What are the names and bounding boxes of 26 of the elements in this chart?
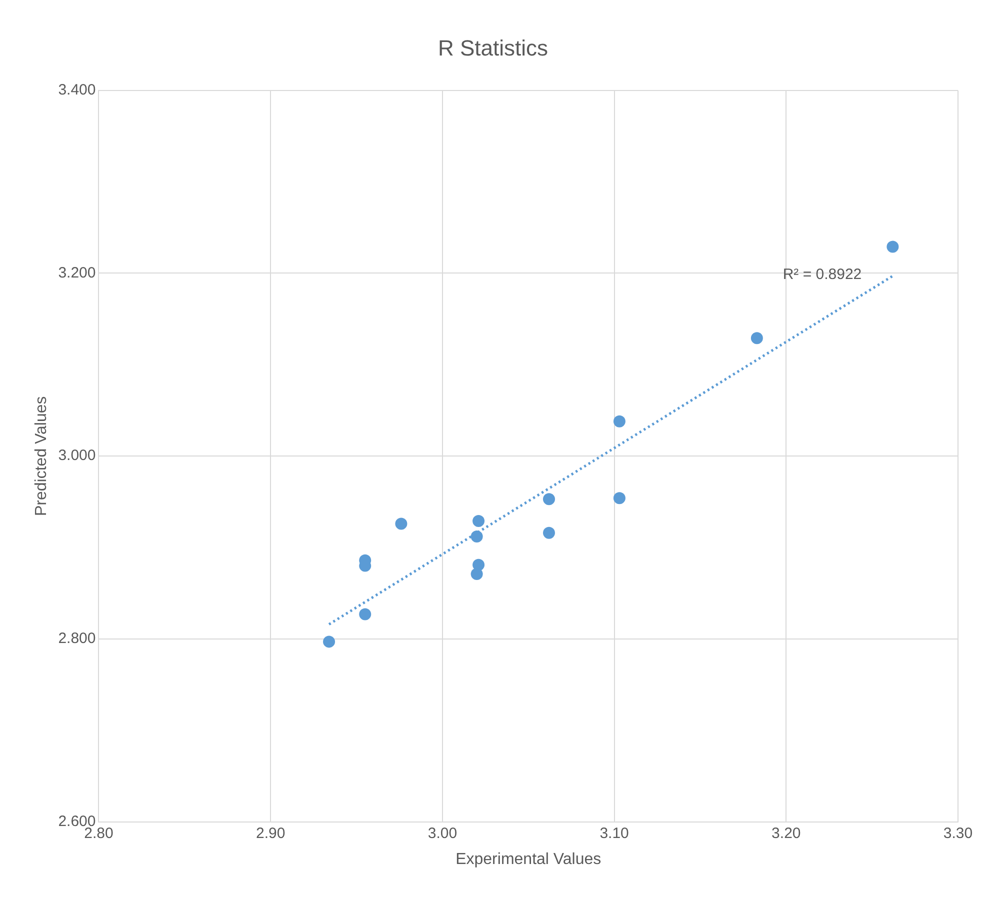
x-tick-label: 3.10 (600, 824, 629, 842)
x-tick-label: 3.00 (428, 824, 458, 842)
annotation: R² = 0.8922 (782, 266, 862, 283)
y-tick-label: 3.000 (58, 447, 96, 464)
point (359, 608, 372, 620)
point (323, 636, 336, 648)
point (750, 332, 763, 344)
x-tick-label: 2.90 (256, 824, 286, 842)
x-axis-title: Experimental Values (456, 850, 602, 868)
y-tick-label: 3.200 (58, 264, 96, 282)
y-tick-label: 3.400 (58, 82, 96, 99)
chart-title: R Statistics (438, 35, 548, 60)
point (542, 526, 555, 539)
point (472, 515, 485, 528)
point (542, 493, 555, 506)
y-axis-title: Predicted Values (33, 396, 50, 516)
point (886, 240, 899, 253)
x-tick-label: 3.30 (943, 824, 973, 842)
point (395, 518, 408, 530)
x-tick-label: 3.20 (772, 824, 801, 842)
point (613, 415, 626, 428)
y-tick-label: 2.800 (58, 630, 96, 648)
point (613, 492, 626, 504)
point (470, 530, 483, 543)
x-tick-label: 2.80 (84, 824, 114, 842)
point (470, 568, 483, 580)
